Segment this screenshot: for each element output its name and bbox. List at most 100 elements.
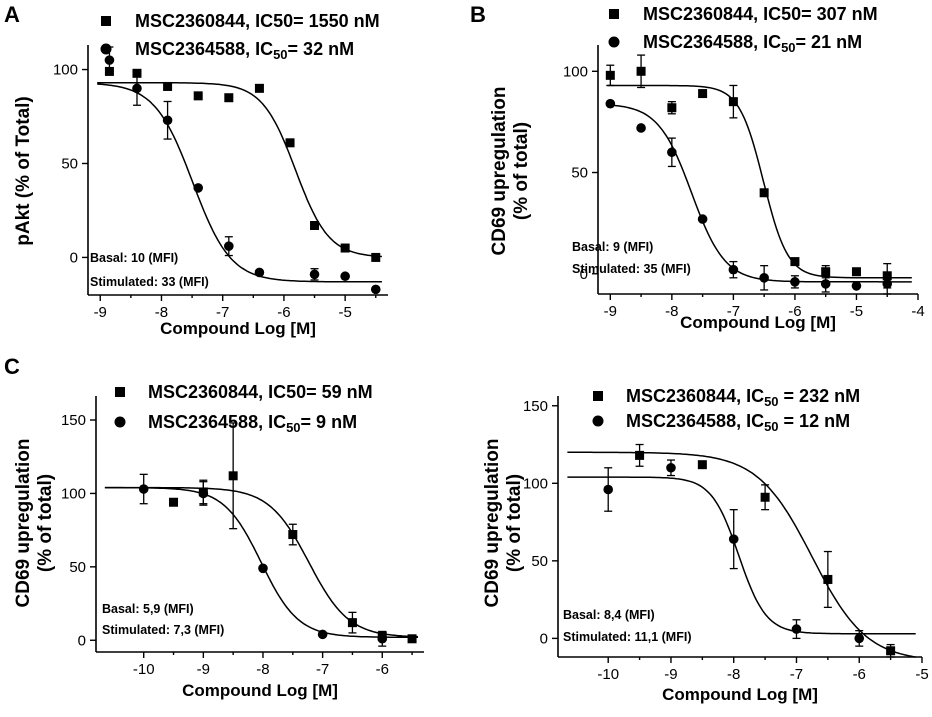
- legend-label: MSC2364588, IC50= 21 nM: [643, 32, 862, 55]
- data-point-circle: [224, 241, 234, 251]
- legend-label-part: MSC2360844, IC50= 59 nM: [148, 382, 373, 402]
- legend-label-part: 50: [286, 420, 300, 435]
- fit-curve: [607, 84, 912, 279]
- y-tick-label: 0: [580, 266, 588, 283]
- legend-label: MSC2360844, IC50= 59 nM: [148, 382, 373, 402]
- annotation-text: Basal: 10 (MFI): [90, 251, 178, 265]
- data-point-circle: [851, 281, 862, 291]
- data-point-square: [821, 267, 831, 277]
- legend-label: MSC2360844, IC50 = 232 nM: [626, 386, 860, 409]
- x-axis-label: Compound Log [M]: [160, 319, 316, 338]
- legend-label-part: MSC2360844, IC50= 1550 nM: [135, 11, 380, 31]
- x-tick-label: -9: [604, 303, 617, 320]
- x-axis-label: Compound Log [M]: [662, 685, 818, 704]
- x-tick-label: -8: [155, 304, 168, 321]
- data-point-square: [371, 252, 381, 262]
- data-point-square: [163, 81, 173, 91]
- data-point-square: [635, 450, 645, 460]
- data-point-circle: [882, 279, 893, 289]
- y-tick-label: 150: [523, 398, 548, 415]
- legend-marker-circle: [608, 36, 620, 48]
- legend-label-part: = 21 nM: [796, 32, 863, 52]
- legend-marker-circle: [114, 416, 126, 428]
- data-point-square: [697, 460, 707, 470]
- x-tick-label: -9: [197, 661, 210, 678]
- x-tick-label: -7: [316, 661, 329, 678]
- data-point-square: [347, 618, 357, 628]
- legend-label: MSC2360844, IC50= 307 nM: [643, 4, 878, 24]
- fit-curve: [567, 476, 916, 635]
- fit-curve: [104, 486, 418, 639]
- chart-panel-b: B -9 -8 -7 -6 -5 -4 0 50 100 Compound Log [M] CD69 …: [470, 2, 925, 332]
- annotation-text: Basal: 8,4 (MFI): [563, 608, 655, 622]
- y-axis-label: CD69 upregulation(% of total): [482, 439, 525, 608]
- chart-panel-a: A -9 -8 -7 -6 -5 0 50 100 Compound Log [M] pAkt (%…: [4, 2, 388, 338]
- panel-label: A: [4, 2, 20, 27]
- annotation-text: Stimulated: 35 (MFI): [572, 262, 691, 276]
- data-point-square: [224, 93, 234, 103]
- y-axis-label: pAkt (% of Total): [13, 96, 34, 246]
- data-point-circle: [666, 462, 676, 473]
- legend-label-part: 50: [764, 394, 778, 409]
- x-tick-label: -8: [665, 303, 678, 320]
- data-point-square: [698, 89, 708, 99]
- y-tick-label: 100: [523, 475, 548, 492]
- data-point-circle: [697, 214, 708, 224]
- y-tick-label: 0: [540, 630, 548, 647]
- y-axis-label: CD69 upregulation(% of total): [489, 87, 532, 256]
- x-tick-label: -6: [277, 304, 290, 321]
- legend-label: MSC2360844, IC50= 1550 nM: [135, 11, 380, 31]
- x-axis-label: Compound Log [M]: [680, 313, 836, 332]
- y-tick-label: 0: [70, 249, 78, 266]
- data-point-square: [193, 91, 203, 101]
- legend-label-part: 50: [781, 40, 795, 55]
- data-point-square: [310, 220, 320, 230]
- legend-label-part: 50: [764, 419, 778, 434]
- legend-label: MSC2364588, IC50 = 12 nM: [626, 411, 850, 434]
- series-msc2364588: [567, 459, 916, 647]
- x-tick-label: -8: [256, 661, 269, 678]
- data-point-circle: [759, 273, 769, 283]
- data-point-square: [169, 497, 179, 507]
- x-tick-label: -8: [727, 666, 740, 683]
- data-point-circle: [791, 624, 802, 634]
- x-tick-label: -6: [376, 661, 389, 678]
- data-point-circle: [603, 484, 614, 495]
- x-tick-label: -6: [853, 666, 866, 683]
- data-point-circle: [317, 629, 328, 640]
- chart-panel-c1: C -10 -9 -8 -7 -6 0 50 100 150 Compound Log [M] CD6…: [4, 354, 424, 700]
- data-point-circle: [377, 633, 388, 644]
- data-point-square: [667, 103, 677, 113]
- data-point-circle: [340, 271, 350, 282]
- data-point-circle: [728, 534, 739, 544]
- y-axis-label-line: CD69 upregulation: [489, 87, 510, 256]
- legend-label-part: = 12 nM: [779, 411, 851, 431]
- data-point-square: [886, 646, 896, 656]
- data-point-circle: [254, 267, 265, 278]
- x-tick-label: -5: [338, 304, 351, 321]
- y-axis-label-line: (% of total): [504, 474, 525, 572]
- data-point-square: [254, 83, 264, 93]
- x-tick-label: -10: [597, 666, 619, 683]
- x-axis-label: Compound Log [M]: [182, 681, 338, 700]
- data-point-circle: [309, 269, 320, 280]
- data-point-circle: [162, 115, 173, 126]
- y-tick-label: 50: [571, 165, 588, 182]
- panel-label: B: [470, 2, 486, 27]
- x-tick-label: -6: [788, 303, 801, 320]
- x-tick-label: -7: [790, 666, 803, 683]
- x-tick-label: -7: [216, 304, 229, 321]
- data-point-circle: [820, 279, 831, 289]
- data-point-circle: [728, 264, 739, 275]
- x-tick-label: -5: [850, 303, 863, 320]
- legend-label: MSC2364588, IC50= 9 nM: [148, 412, 357, 435]
- y-axis-label-line: CD69 upregulation: [482, 439, 503, 608]
- y-tick-label: 0: [78, 632, 86, 649]
- data-point-circle: [193, 183, 204, 193]
- x-tick-label: -9: [664, 666, 677, 683]
- y-axis-label-line: CD69 upregulation: [13, 439, 34, 608]
- x-tick-label: -4: [911, 303, 924, 320]
- annotation-text: Stimulated: 11,1 (MFI): [563, 630, 692, 644]
- fit-curve: [607, 104, 912, 283]
- x-tick-label: -7: [727, 303, 740, 320]
